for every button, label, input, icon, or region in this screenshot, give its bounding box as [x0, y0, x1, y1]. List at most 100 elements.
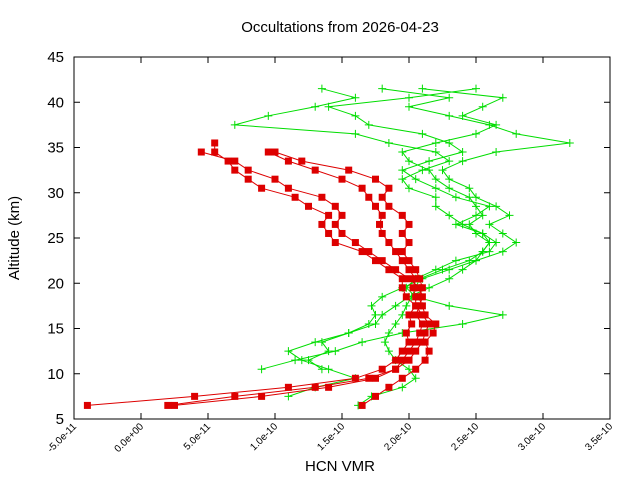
series-0-profile-1-point-17 — [512, 238, 521, 247]
series-0-profile-1-point-29 — [512, 129, 521, 138]
series-1-profile-1-point-19 — [338, 229, 346, 237]
series-0-profile-0-point-6 — [384, 347, 393, 356]
series-0-profile-0-point-11 — [402, 301, 411, 310]
series-1-profile-0-point-15 — [405, 266, 413, 274]
series-0-profile-2-point-19 — [451, 193, 460, 202]
series-1-profile-3-point-26 — [231, 166, 239, 174]
series-1-profile-2-point-1 — [372, 392, 379, 400]
series-0-profile-0-point-28 — [398, 148, 407, 157]
series-1-profile-3-point-16 — [372, 257, 379, 265]
series-1-profile-2-point-6 — [425, 347, 433, 355]
series-0-profile-0-point-3 — [411, 374, 420, 383]
series-1-profile-3-point-6 — [412, 347, 420, 355]
series-0-profile-3-point-18 — [431, 202, 440, 211]
series-1-profile-3-point-5 — [405, 356, 413, 364]
series-0-profile-1-point-5 — [284, 347, 293, 356]
series-1-profile-0-point-7 — [405, 338, 413, 346]
series-0-profile-2-point-0 — [257, 365, 266, 374]
series-1-profile-1-point-28 — [197, 148, 205, 156]
series-1-profile-0-point-13 — [409, 284, 417, 292]
series-1-profile-2-point-28 — [271, 148, 279, 156]
series-1-profile-0-point-18 — [385, 239, 393, 247]
series-0-profile-3-point-12 — [472, 256, 480, 265]
series-0-profile-2-point-28 — [351, 111, 360, 120]
series-1-profile-1-point-25 — [271, 175, 279, 183]
series-0-profile-0-point-7 — [380, 338, 389, 347]
series-0-profile-1-point-6 — [311, 338, 320, 347]
series-1-profile-3-point-0 — [171, 401, 178, 409]
series-0-profile-3-point-11 — [458, 265, 467, 274]
series-0-profile-1-point-11 — [378, 292, 387, 301]
series-1-profile-2-point-17 — [398, 248, 406, 256]
series-1-profile-1-point-27 — [231, 157, 239, 165]
series-0-profile-2-point-6 — [498, 310, 507, 319]
series-0-profile-3-point-7 — [391, 301, 400, 310]
series-1-profile-3-point-1 — [258, 392, 266, 400]
series-0-profile-2-point-23 — [425, 157, 434, 166]
series-0-profile-2-point-7 — [445, 301, 454, 310]
series-0-profile-3-point-16 — [458, 220, 467, 229]
series-0-profile-3-point-28 — [264, 111, 273, 120]
series-0-profile-2-point-22 — [398, 166, 407, 175]
series-0-profile-0-point-30 — [472, 129, 480, 138]
series-1-profile-0-point-19 — [378, 229, 386, 237]
series-0-profile-0-point-23 — [465, 193, 474, 202]
series-1-profile-2-point-4 — [412, 365, 420, 373]
series-0-profile-1-point-30 — [485, 120, 494, 129]
series-1-profile-3-point-8 — [421, 329, 429, 337]
series-0-profile-1-point-24 — [445, 175, 454, 184]
series-1-profile-2-point-9 — [432, 320, 440, 328]
series-1-profile-0-point-3 — [351, 374, 359, 382]
series-0-profile-2-point-30 — [405, 93, 413, 102]
series-0-profile-2-point-1 — [291, 356, 300, 365]
series-0-profile-3-point-17 — [445, 211, 454, 220]
series-1-profile-1-point-24 — [284, 184, 292, 192]
series-1-profile-0-point-27 — [284, 157, 292, 165]
series-0-profile-2-point-26 — [418, 129, 427, 138]
series-0-profile-1-point-19 — [485, 220, 494, 229]
series-1-profile-3-point-11 — [412, 302, 420, 310]
series-0-profile-3-point-27 — [230, 120, 239, 129]
series-1-profile-1-point-23 — [318, 193, 326, 201]
series-0-profile-1-point-10 — [367, 301, 376, 310]
series-1-profile-1-point-10 — [412, 311, 420, 319]
series-1-profile-1-point-6 — [405, 347, 413, 355]
series-1-profile-0-point-6 — [398, 347, 406, 355]
series-1-profile-2-point-8 — [429, 329, 437, 337]
series-1-profile-3-point-27 — [224, 157, 232, 165]
series-0-profile-3-point-13 — [478, 247, 487, 256]
series-0-profile-2-point-20 — [431, 184, 440, 193]
series-1-profile-2-point-3 — [398, 374, 406, 382]
series-0-profile-1-point-3 — [324, 365, 333, 374]
series-0-profile-2-point-24 — [458, 148, 467, 157]
series-1-profile-2-point-5 — [421, 356, 429, 364]
series-1-profile-0-point-17 — [392, 248, 400, 256]
series-0-profile-0-point-9 — [391, 319, 400, 328]
series-0-profile-2-point-13 — [485, 247, 494, 256]
series-1-profile-1-point-21 — [338, 211, 346, 219]
series-1-profile-3-point-12 — [402, 293, 410, 301]
series-0-profile-2-point-21 — [411, 175, 420, 184]
series-0-profile-2-point-3 — [358, 338, 367, 347]
series-0-profile-1-point-27 — [492, 148, 501, 157]
y-tick-label-6: 35 — [47, 140, 64, 157]
y-tick-label-0: 5 — [56, 411, 64, 428]
series-1-profile-2-point-14 — [416, 275, 424, 283]
series-0-profile-2-point-14 — [492, 238, 501, 247]
series-1-profile-3-point-24 — [258, 184, 266, 192]
series-1-profile-3-point-25 — [244, 175, 252, 183]
series-1-profile-0-point-8 — [402, 329, 410, 337]
series-1-profile-1-point-2 — [311, 383, 319, 391]
series-0-profile-0-point-29 — [431, 138, 440, 147]
series-0-profile-0-point-4 — [405, 365, 413, 374]
series-1-profile-0-point-10 — [405, 311, 413, 319]
series-1-profile-0-point-1 — [191, 392, 199, 400]
series-1-profile-1-point-18 — [351, 239, 359, 247]
series-1-profile-1-point-17 — [365, 248, 373, 256]
series-1-profile-0-point-9 — [408, 320, 416, 328]
series-0-profile-0-point-10 — [398, 310, 407, 319]
series-1-profile-3-point-14 — [398, 275, 406, 283]
series-0-profile-3-point-3 — [317, 338, 326, 347]
series-1-profile-1-point-22 — [331, 202, 339, 210]
series-0-profile-2-point-12 — [451, 256, 460, 265]
